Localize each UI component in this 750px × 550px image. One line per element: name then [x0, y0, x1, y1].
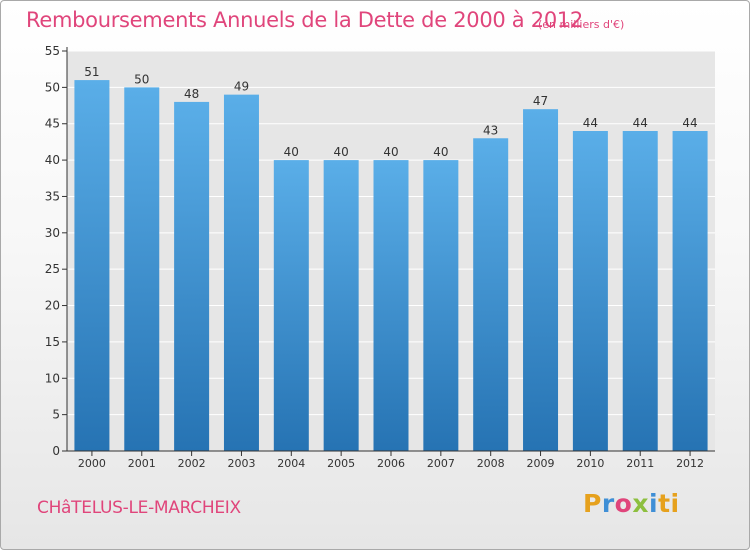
x-tick-label: 2000 — [78, 457, 106, 470]
bar — [672, 131, 708, 451]
bar — [473, 138, 509, 452]
data-label: 44 — [633, 116, 648, 130]
x-tick-label: 2001 — [128, 457, 156, 470]
proxiti-logo[interactable]: Proxiti — [583, 489, 680, 518]
data-label: 40 — [284, 145, 299, 159]
y-tick-label: 25 — [45, 262, 60, 276]
y-tick-label: 0 — [52, 444, 60, 458]
bar — [323, 160, 359, 451]
commune-name: CHâTELUS-LE-MARCHEIX — [37, 498, 241, 518]
data-label: 40 — [334, 145, 349, 159]
data-label: 51 — [84, 65, 99, 79]
data-label: 44 — [682, 116, 697, 130]
data-label: 40 — [433, 145, 448, 159]
y-tick-label: 30 — [45, 226, 60, 240]
y-tick-label: 50 — [45, 80, 60, 94]
x-tick-label: 2010 — [576, 457, 604, 470]
x-tick-label: 2011 — [626, 457, 654, 470]
x-tick-label: 2007 — [427, 457, 455, 470]
data-label: 49 — [234, 80, 249, 94]
bar — [273, 160, 309, 451]
data-label: 47 — [533, 94, 548, 108]
x-tick-label: 2008 — [477, 457, 505, 470]
y-tick-label: 10 — [45, 371, 60, 385]
bar — [523, 109, 559, 451]
x-tick-label: 2003 — [227, 457, 255, 470]
axes — [62, 47, 715, 456]
y-tick-label: 20 — [45, 299, 60, 313]
chart-title: Remboursements Annuels de la Dette de 20… — [26, 8, 583, 32]
x-tick-label: 2005 — [327, 457, 355, 470]
bar — [223, 94, 259, 452]
data-label: 43 — [483, 123, 498, 137]
logo-letter: P — [583, 489, 602, 518]
bar — [572, 131, 608, 451]
y-tick-label: 5 — [52, 408, 60, 422]
bar — [622, 131, 658, 451]
data-label: 44 — [583, 116, 598, 130]
logo-letter: x — [632, 489, 649, 518]
logo-letter: o — [614, 489, 633, 518]
y-tick-label: 15 — [45, 335, 60, 349]
bar — [74, 80, 110, 451]
bars — [74, 80, 708, 452]
bar — [423, 160, 459, 451]
data-label: 50 — [134, 72, 149, 86]
logo-letter: i — [649, 489, 659, 518]
x-tick-label: 2002 — [178, 457, 206, 470]
x-tick-label: 2004 — [277, 457, 305, 470]
bar — [124, 87, 160, 451]
x-tick-label: 2006 — [377, 457, 405, 470]
logo-letter: r — [601, 489, 615, 518]
x-tick-label: 2012 — [676, 457, 704, 470]
data-label: 40 — [383, 145, 398, 159]
x-tick-label: 2009 — [527, 457, 555, 470]
bar — [373, 160, 409, 451]
y-tick-label: 35 — [45, 189, 60, 203]
y-tick-label: 55 — [45, 44, 60, 58]
logo-letter: ti — [658, 489, 680, 518]
y-tick-label: 45 — [45, 117, 60, 131]
labels: 0 5 10 15 20 25 30 35 40 45 50 55 51 2000 50 2001 48 2002… — [45, 44, 704, 470]
data-label: 48 — [184, 87, 199, 101]
chart-subtitle: (en milliers d'€) — [538, 18, 625, 31]
y-tick-label: 40 — [45, 153, 60, 167]
bar — [174, 101, 210, 451]
